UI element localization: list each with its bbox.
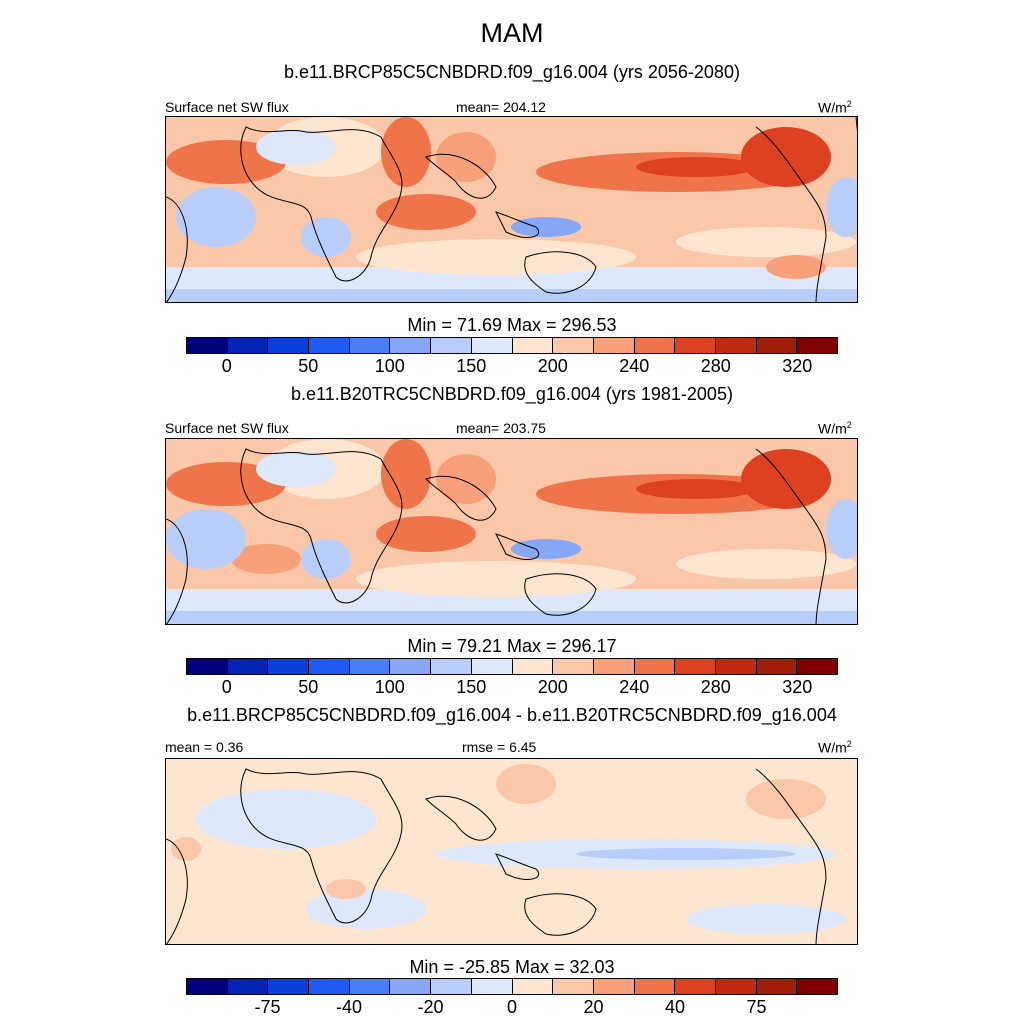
colorbar-tick-label: -75	[254, 997, 281, 1017]
panel3-case-title: b.e11.BRCP85C5CNBDRD.f09_g16.004 - b.e11…	[187, 705, 837, 725]
colorbar-swatch	[715, 659, 757, 674]
colorbar-tick-label: 0	[221, 677, 232, 697]
panel1-map	[165, 116, 858, 303]
colorbar-swatch	[675, 979, 716, 994]
colorbar-tick-label: 100	[374, 356, 405, 376]
panel3-colorbar	[186, 978, 838, 995]
colorbar-swatch	[634, 338, 676, 353]
colorbar-tick-label: 280	[700, 677, 731, 697]
colorbar-swatch	[553, 979, 594, 994]
colorbar-tick-label: 75	[746, 997, 767, 1017]
panel3-map	[165, 758, 858, 945]
colorbar-swatch	[227, 659, 269, 674]
colorbar-swatch	[634, 979, 676, 994]
panel2-case-title: b.e11.B20TRC5CNBDRD.f09_g16.004 (yrs 198…	[291, 384, 733, 404]
colorbar-tick-label: 150	[456, 356, 487, 376]
colorbar-swatch	[797, 659, 837, 674]
colorbar-swatch	[187, 338, 228, 353]
colorbar-swatch	[268, 338, 310, 353]
panel2-mean-label: mean= 203.75	[456, 420, 546, 436]
colorbar-tick-label: 50	[298, 356, 319, 376]
colorbar-swatch	[471, 979, 513, 994]
panel2-units-label: W/m2	[818, 420, 852, 437]
colorbar-swatch	[309, 979, 350, 994]
colorbar-swatch	[634, 659, 676, 674]
panel2-map	[165, 438, 858, 625]
panel1-colorbar	[186, 337, 838, 354]
panel2-variable-label: Surface net SW flux	[165, 420, 289, 436]
colorbar-tick-label: 200	[537, 677, 568, 697]
colorbar-tick-label: -20	[417, 997, 444, 1017]
colorbar-swatch	[512, 338, 554, 353]
colorbar-swatch	[593, 659, 635, 674]
colorbar-tick-label: 240	[619, 356, 650, 376]
colorbar-swatch	[593, 979, 635, 994]
colorbar-tick-label: 280	[700, 356, 731, 376]
colorbar-swatch	[349, 979, 391, 994]
colorbar-swatch	[349, 338, 391, 353]
colorbar-swatch	[512, 979, 554, 994]
colorbar-tick-label: 100	[374, 677, 405, 697]
colorbar-swatch	[431, 659, 472, 674]
colorbar-tick-label: 320	[782, 356, 813, 376]
colorbar-tick-label: 200	[537, 356, 568, 376]
colorbar-tick-label: 0	[221, 356, 232, 376]
colorbar-swatch	[553, 659, 594, 674]
colorbar-swatch	[593, 338, 635, 353]
colorbar-swatch	[715, 338, 757, 353]
colorbar-tick-label: -40	[335, 997, 363, 1017]
colorbar-tick-label: 50	[298, 677, 319, 697]
panel1-units-label: W/m2	[818, 99, 852, 116]
colorbar-tick-label: 320	[782, 677, 813, 697]
colorbar-swatch	[756, 979, 798, 994]
colorbar-swatch	[390, 659, 432, 674]
colorbar-swatch	[390, 979, 432, 994]
colorbar-tick-label: 0	[506, 997, 518, 1017]
panel1-case-title: b.e11.BRCP85C5CNBDRD.f09_g16.004 (yrs 20…	[284, 62, 740, 82]
colorbar-swatch	[187, 979, 228, 994]
colorbar-swatch	[431, 979, 472, 994]
season-title: MAM	[480, 18, 544, 48]
colorbar-swatch	[390, 338, 432, 353]
colorbar-swatch	[756, 659, 798, 674]
panel3-rmse-label: rmse = 6.45	[462, 739, 537, 755]
panel1-minmax: Min = 71.69 Max = 296.53	[407, 315, 617, 335]
colorbar-swatch	[309, 659, 350, 674]
colorbar-swatch	[227, 979, 269, 994]
colorbar-tick-label: 20	[583, 997, 604, 1017]
colorbar-swatch	[227, 338, 269, 353]
colorbar-swatch	[349, 659, 391, 674]
panel2-colorbar	[186, 658, 838, 675]
colorbar-swatch	[553, 338, 594, 353]
colorbar-swatch	[797, 979, 837, 994]
colorbar-swatch	[471, 338, 513, 353]
colorbar-swatch	[675, 338, 716, 353]
panel2-minmax: Min = 79.21 Max = 296.17	[407, 636, 617, 656]
colorbar-tick-label: 240	[619, 677, 650, 697]
colorbar-swatch	[756, 338, 798, 353]
colorbar-swatch	[471, 659, 513, 674]
panel3-units-label: W/m2	[818, 739, 852, 756]
colorbar-swatch	[268, 979, 310, 994]
panel3-mean-label: mean = 0.36	[165, 739, 244, 755]
panel1-mean-label: mean= 204.12	[456, 99, 546, 115]
colorbar-swatch	[675, 659, 716, 674]
colorbar-tick-label: 150	[456, 677, 487, 697]
panel3-minmax: Min = -25.85 Max = 32.03	[409, 957, 615, 977]
colorbar-swatch	[187, 659, 228, 674]
colorbar-swatch	[797, 338, 837, 353]
colorbar-tick-label: 40	[664, 997, 686, 1017]
colorbar-swatch	[309, 338, 350, 353]
colorbar-swatch	[268, 659, 310, 674]
colorbar-swatch	[715, 979, 757, 994]
colorbar-swatch	[431, 338, 472, 353]
colorbar-swatch	[512, 659, 554, 674]
panel1-variable-label: Surface net SW flux	[165, 99, 289, 115]
